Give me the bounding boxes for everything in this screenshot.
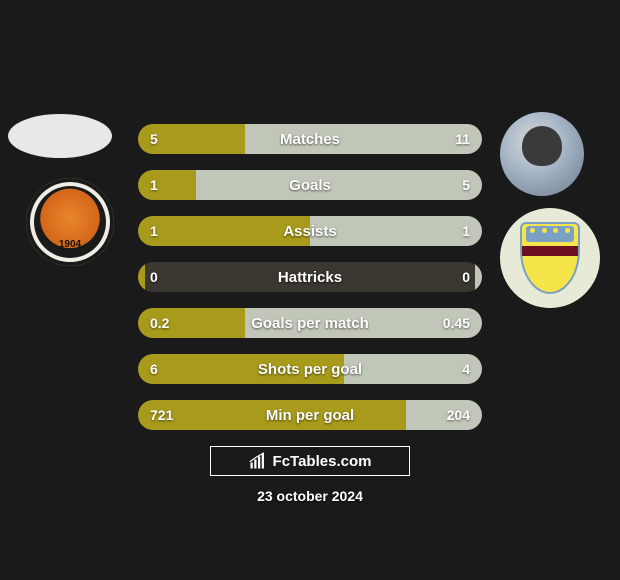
stat-value-right: 204 bbox=[447, 400, 470, 430]
club1-crest: 1904 bbox=[20, 172, 120, 272]
stat-label: Shots per goal bbox=[138, 354, 482, 384]
stat-label: Assists bbox=[138, 216, 482, 246]
stat-value-left: 6 bbox=[150, 354, 158, 384]
stat-row: Matches5 11 bbox=[138, 124, 482, 154]
stat-row: Hattricks0 0 bbox=[138, 262, 482, 292]
brand-text: FcTables.com bbox=[273, 453, 372, 470]
stat-row: Min per goal721 204 bbox=[138, 400, 482, 430]
stat-value-left: 1 bbox=[150, 216, 158, 246]
date-text: 23 october 2024 bbox=[0, 488, 620, 504]
comparison-card: Zambrano vs Josh Brownhill Club competit… bbox=[0, 0, 620, 580]
stat-value-left: 0.2 bbox=[150, 308, 169, 338]
stat-label: Min per goal bbox=[138, 400, 482, 430]
stat-value-right: 5 bbox=[462, 170, 470, 200]
stat-value-left: 721 bbox=[150, 400, 173, 430]
stat-value-right: 4 bbox=[462, 354, 470, 384]
stat-label: Goals bbox=[138, 170, 482, 200]
stat-value-left: 0 bbox=[150, 262, 158, 292]
player2-avatar bbox=[500, 112, 584, 196]
stat-row: Shots per goal6 4 bbox=[138, 354, 482, 384]
club2-crest bbox=[500, 208, 600, 308]
stat-label: Goals per match bbox=[138, 308, 482, 338]
stat-value-left: 5 bbox=[150, 124, 158, 154]
player1-avatar bbox=[8, 114, 112, 158]
stats-list: Matches511Goals15Assists11Hattricks00Goa… bbox=[138, 124, 482, 446]
stat-row: Goals per match0.2 0.45 bbox=[138, 308, 482, 338]
stat-value-left: 1 bbox=[150, 170, 158, 200]
club1-year: 1904 bbox=[20, 239, 120, 250]
stat-label: Hattricks bbox=[138, 262, 482, 292]
stat-row: Assists1 1 bbox=[138, 216, 482, 246]
stat-value-right: 0.45 bbox=[443, 308, 470, 338]
stat-value-right: 0 bbox=[462, 262, 470, 292]
stat-value-right: 11 bbox=[455, 124, 470, 154]
stat-row: Goals1 5 bbox=[138, 170, 482, 200]
brand-badge[interactable]: FcTables.com bbox=[210, 446, 410, 476]
stat-value-right: 1 bbox=[462, 216, 470, 246]
stat-label: Matches bbox=[138, 124, 482, 154]
chart-icon bbox=[249, 452, 267, 470]
